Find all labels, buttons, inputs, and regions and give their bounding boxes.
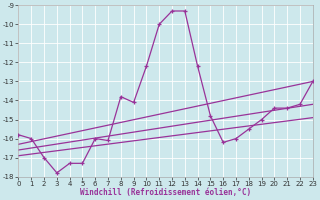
X-axis label: Windchill (Refroidissement éolien,°C): Windchill (Refroidissement éolien,°C) <box>80 188 251 197</box>
